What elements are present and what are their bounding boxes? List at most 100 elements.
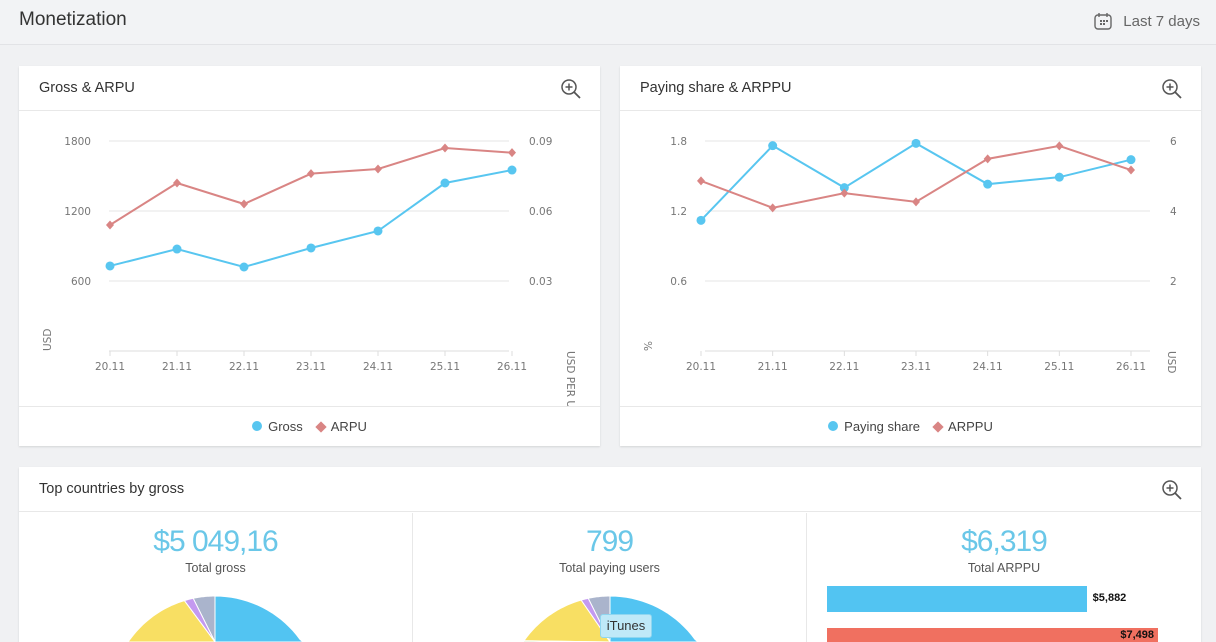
- data-point: [768, 203, 777, 213]
- gross-pie-chart[interactable]: [19, 595, 413, 642]
- bar-value-label: $5,882: [1092, 592, 1127, 604]
- x-tick-label: 23.11: [901, 361, 931, 373]
- y-axis-label: USD: [42, 329, 54, 351]
- x-tick-label: 25.11: [1044, 361, 1074, 373]
- circle-marker-icon: [252, 421, 263, 431]
- data-point: [307, 169, 315, 179]
- y-tick-label: 1.8: [670, 136, 687, 148]
- y2-tick-label: 6: [1170, 136, 1177, 148]
- data-point: [239, 262, 249, 272]
- data-point: [507, 165, 517, 175]
- data-point: [173, 178, 181, 188]
- y2-axis-label: USD: [1165, 351, 1177, 373]
- pie-slice: [523, 599, 611, 642]
- data-point: [440, 178, 450, 188]
- data-point: [105, 261, 115, 271]
- total-paying-panel: 799 Total paying users iTunes: [413, 513, 807, 642]
- chart-legend: Gross ARPU: [19, 406, 600, 446]
- data-point: [1054, 172, 1064, 182]
- card-title: Top countries by gross: [39, 481, 185, 497]
- y2-axis-label: USD PER USER: [564, 351, 576, 406]
- y2-tick-label: 4: [1170, 206, 1177, 218]
- legend-arppu[interactable]: ARPPU: [932, 419, 993, 434]
- x-tick-label: 23.11: [296, 361, 326, 373]
- y-tick-label: 600: [71, 276, 91, 288]
- data-point: [912, 197, 920, 207]
- data-point: [106, 220, 114, 230]
- data-point: [983, 179, 993, 189]
- data-point: [441, 143, 449, 153]
- data-point: [172, 244, 182, 254]
- x-tick-label: 22.11: [829, 361, 859, 373]
- paying-share-arppu-chart: 0.6 2 1.2 4 1.8 6 20.11 21.11 22.11 23.11 24.11 25.…: [643, 136, 1177, 373]
- gross-arpu-chart: 600 0.03 1200 0.06 1800 0.09 20.11 21.11 22.11 23…: [42, 136, 576, 406]
- y2-tick-label: 0.09: [529, 136, 552, 148]
- y2-tick-label: 0.06: [529, 206, 553, 218]
- data-point: [911, 138, 921, 148]
- card-title: Paying share & ARPPU: [640, 80, 792, 96]
- data-point: [1055, 141, 1064, 151]
- x-tick-label: 25.11: [430, 361, 460, 373]
- zoom-in-icon[interactable]: [1161, 78, 1183, 100]
- y-tick-label: 1.2: [670, 206, 687, 218]
- zoom-in-icon[interactable]: [560, 78, 582, 100]
- x-tick-label: 20.11: [686, 361, 716, 373]
- total-gross-value: $5 049,16: [153, 525, 278, 558]
- pie-slice: [116, 600, 216, 642]
- total-arppu-label: Total ARPPU: [967, 561, 1041, 575]
- x-tick-label: 26.11: [1116, 361, 1146, 373]
- data-point: [696, 215, 706, 225]
- x-tick-label: 24.11: [363, 361, 393, 373]
- top-countries-card: Top countries by gross $5 049,16 Total g…: [19, 467, 1201, 642]
- pie-tooltip: iTunes: [600, 614, 652, 638]
- legend-label: Paying share: [844, 419, 921, 434]
- legend-arpu[interactable]: ARPU: [315, 419, 367, 434]
- zoom-in-icon[interactable]: [1161, 479, 1183, 501]
- gross-arpu-card: Gross & ARPU 600 0.03 1200 0.06 1800 0.09 20.1…: [19, 66, 600, 446]
- y-axis-label: %: [643, 341, 655, 351]
- calendar-icon: [1094, 13, 1112, 30]
- arppu-bar[interactable]: $5,882: [827, 586, 1126, 612]
- data-point: [508, 148, 516, 158]
- date-range-selector[interactable]: Last 7 days: [1093, 11, 1200, 31]
- legend-label: ARPPU: [948, 419, 993, 434]
- legend-paying-share[interactable]: Paying share: [828, 419, 920, 434]
- y2-tick-label: 2: [1170, 276, 1177, 288]
- date-range-label: Last 7 days: [1123, 12, 1200, 30]
- series-line-paying-share: [700, 142, 1132, 222]
- series-line-arpu: [109, 146, 513, 226]
- circle-marker-icon: [828, 421, 839, 431]
- diamond-marker-icon: [315, 421, 327, 433]
- y2-tick-label: 0.03: [529, 276, 552, 288]
- total-paying-value: 799: [585, 525, 634, 558]
- x-tick-label: 22.11: [229, 361, 259, 373]
- y-tick-label: 1800: [64, 136, 91, 148]
- x-tick-label: 26.11: [497, 361, 527, 373]
- total-gross-label: Total gross: [185, 561, 246, 575]
- paying-share-arppu-card: Paying share & ARPPU 0.6 2 1.2 4 1.8 6 20.11 21…: [620, 66, 1201, 446]
- total-paying-label: Total paying users: [559, 561, 660, 575]
- total-arppu-value: $6,319: [961, 525, 1048, 558]
- x-tick-label: 21.11: [758, 361, 788, 373]
- card-title: Gross & ARPU: [39, 80, 135, 96]
- pie-slice: [214, 595, 320, 642]
- diamond-marker-icon: [932, 421, 944, 433]
- legend-label: ARPU: [330, 419, 367, 434]
- data-point: [839, 183, 849, 193]
- legend-gross[interactable]: Gross: [252, 419, 303, 434]
- y-tick-label: 1200: [64, 206, 91, 218]
- data-point: [1126, 155, 1136, 165]
- data-point: [697, 176, 705, 186]
- x-tick-label: 21.11: [162, 361, 192, 373]
- bar-value-label: $7,498: [1120, 629, 1154, 641]
- data-point: [983, 154, 992, 164]
- x-tick-label: 20.11: [95, 361, 125, 373]
- legend-label: Gross: [268, 419, 303, 434]
- data-point: [1127, 165, 1135, 175]
- arppu-bar[interactable]: $7,498: [827, 628, 1158, 642]
- data-point: [240, 199, 248, 209]
- chart-legend: Paying share ARPPU: [620, 406, 1201, 446]
- data-point: [373, 226, 383, 236]
- x-tick-label: 24.11: [973, 361, 1003, 373]
- total-gross-panel: $5 049,16 Total gross: [19, 513, 413, 642]
